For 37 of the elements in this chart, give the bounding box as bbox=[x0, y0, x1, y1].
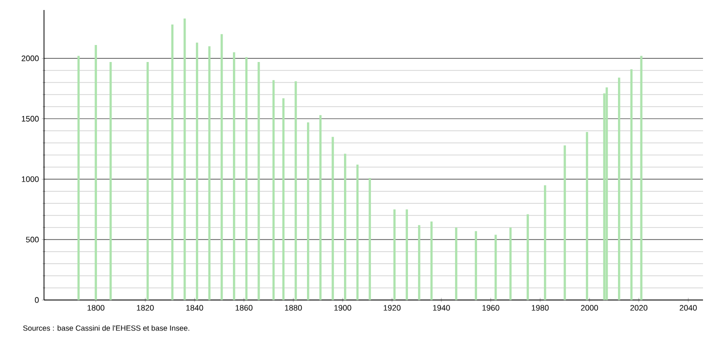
bar bbox=[474, 231, 478, 300]
bar bbox=[430, 221, 433, 300]
bar bbox=[306, 122, 310, 300]
bar bbox=[232, 52, 236, 300]
bar bbox=[258, 62, 260, 300]
bar bbox=[282, 98, 285, 300]
bar bbox=[344, 154, 346, 300]
bar bbox=[368, 178, 371, 300]
bar bbox=[630, 69, 633, 300]
bar bbox=[319, 115, 322, 300]
bar bbox=[245, 57, 248, 300]
bar bbox=[393, 209, 396, 300]
bar bbox=[220, 34, 223, 300]
bar bbox=[526, 214, 529, 300]
bar bbox=[509, 228, 512, 300]
bar bbox=[418, 225, 420, 300]
bar bbox=[94, 45, 97, 300]
bar bbox=[544, 185, 546, 300]
bar bbox=[272, 80, 275, 300]
bar bbox=[171, 24, 174, 300]
bar bbox=[77, 56, 80, 300]
bar bbox=[494, 234, 497, 300]
bar bbox=[564, 145, 566, 300]
bar bbox=[332, 136, 334, 300]
bar bbox=[196, 42, 198, 300]
bar bbox=[208, 46, 210, 300]
bar bbox=[406, 209, 408, 300]
bar bbox=[586, 132, 588, 300]
bar bbox=[146, 62, 149, 300]
bar bbox=[640, 56, 642, 300]
bar bbox=[184, 18, 186, 300]
bar bbox=[294, 81, 297, 300]
bar bbox=[455, 228, 458, 300]
bar bbox=[356, 164, 359, 300]
bar bbox=[618, 78, 620, 300]
bar bbox=[110, 62, 112, 300]
bar bbox=[606, 87, 608, 300]
